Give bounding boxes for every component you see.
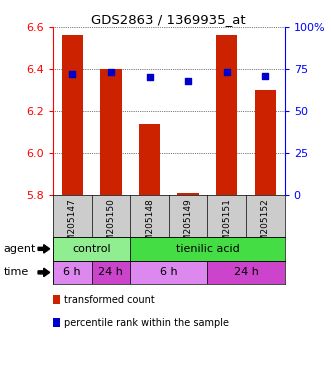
Text: GSM205152: GSM205152 <box>261 199 270 253</box>
Text: percentile rank within the sample: percentile rank within the sample <box>64 318 228 328</box>
Bar <box>255 90 276 195</box>
Text: 6 h: 6 h <box>160 267 178 277</box>
Text: time: time <box>3 267 28 277</box>
Bar <box>130 237 285 261</box>
Text: GSM205147: GSM205147 <box>68 199 77 253</box>
Bar <box>62 35 83 195</box>
Point <box>185 78 191 84</box>
Bar <box>216 35 237 195</box>
Point <box>70 71 75 77</box>
Text: 24 h: 24 h <box>98 267 123 277</box>
Text: GSM205149: GSM205149 <box>184 199 193 253</box>
Point <box>263 73 268 79</box>
Bar <box>53 237 130 261</box>
Bar <box>130 261 208 284</box>
Point <box>224 69 229 75</box>
Bar <box>92 261 130 284</box>
Point <box>147 74 152 80</box>
Bar <box>177 193 199 195</box>
Text: 6 h: 6 h <box>64 267 81 277</box>
Text: transformed count: transformed count <box>64 295 154 305</box>
Text: agent: agent <box>3 244 36 254</box>
Text: control: control <box>72 244 111 254</box>
Bar <box>100 69 121 195</box>
Text: 24 h: 24 h <box>234 267 259 277</box>
Bar <box>53 261 92 284</box>
Text: GSM205148: GSM205148 <box>145 199 154 253</box>
Text: tienilic acid: tienilic acid <box>175 244 239 254</box>
Text: GSM205151: GSM205151 <box>222 199 231 253</box>
Title: GDS2863 / 1369935_at: GDS2863 / 1369935_at <box>91 13 246 26</box>
Text: GSM205150: GSM205150 <box>106 199 116 253</box>
Point <box>108 69 114 75</box>
Bar <box>208 261 285 284</box>
Bar <box>139 124 160 195</box>
